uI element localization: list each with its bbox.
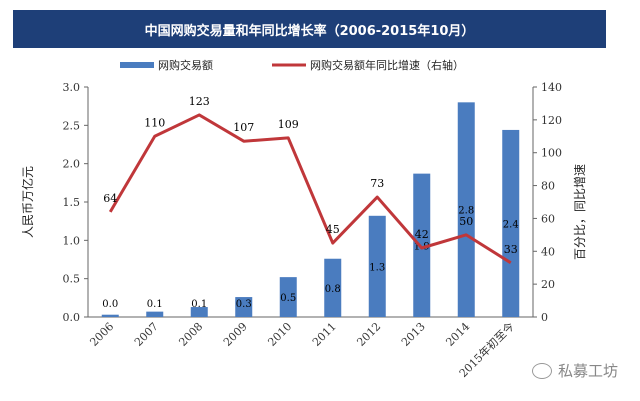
bar — [324, 258, 342, 317]
legend-swatch-bar — [120, 62, 154, 68]
bar-data-label: 0.0 — [102, 299, 118, 310]
bar-data-label: 2.8 — [458, 206, 474, 217]
left-tick-label: 2.0 — [63, 158, 81, 171]
bar — [190, 307, 208, 317]
right-tick-label: 40 — [541, 245, 555, 258]
bar — [413, 173, 431, 317]
bar — [279, 277, 297, 317]
x-tick-label: 2007 — [132, 320, 161, 349]
wechat-icon — [531, 362, 552, 379]
bar — [101, 314, 119, 317]
bar-data-label: 0.3 — [236, 299, 252, 310]
bar-data-label: 1.3 — [369, 262, 385, 273]
bar — [235, 297, 253, 317]
left-tick-label: 0.5 — [63, 273, 81, 286]
bar-data-label: 0.8 — [325, 284, 341, 295]
line-data-label: 33 — [504, 243, 518, 256]
line-data-label: 107 — [233, 121, 254, 134]
left-tick-label: 1.0 — [63, 234, 81, 247]
x-tick-label: 2009 — [221, 320, 250, 349]
chart-title: 中国网购交易量和年同比增长率（2006-2015年10月） — [13, 10, 606, 48]
bar — [457, 102, 475, 317]
left-tick-label: 0.0 — [63, 311, 81, 324]
right-tick-label: 140 — [541, 81, 562, 94]
bar-data-label: 2.4 — [503, 219, 519, 230]
line-data-label: 73 — [370, 177, 384, 190]
right-tick-label: 120 — [541, 114, 562, 127]
legend-label-line: 网购交易额年同比增速（右轴） — [310, 58, 464, 72]
right-tick-label: 80 — [541, 180, 555, 193]
right-tick-label: 20 — [541, 278, 555, 291]
x-tick-label: 2014 — [443, 320, 472, 349]
line-data-label: 123 — [189, 95, 210, 108]
bar-data-label: 0.1 — [191, 299, 207, 310]
bar — [502, 129, 520, 317]
bar-data-label: 0.1 — [147, 299, 163, 310]
line-data-label: 64 — [103, 192, 117, 205]
right-tick-label: 60 — [541, 212, 555, 225]
right-tick-label: 0 — [541, 311, 548, 324]
line-data-label: 109 — [278, 118, 299, 131]
bar — [146, 311, 164, 317]
x-tick-label: 2006 — [87, 320, 116, 349]
left-axis-title: 人民币万亿元 — [20, 166, 35, 238]
line-data-label: 110 — [144, 116, 165, 129]
x-tick-label: 2012 — [354, 320, 383, 349]
legend-label-bar: 网购交易额 — [158, 58, 213, 72]
bar-data-label: 0.5 — [280, 293, 296, 304]
x-tick-label: 2013 — [399, 320, 428, 349]
line-data-label: 45 — [326, 223, 340, 236]
bar — [368, 215, 386, 317]
right-axis-title: 百分比，同比增速 — [573, 164, 587, 260]
left-tick-label: 1.5 — [63, 196, 81, 209]
line-data-label: 42 — [415, 228, 429, 241]
line-data-label: 50 — [459, 215, 473, 228]
watermark: 私募工坊 — [531, 360, 618, 381]
watermark-text: 私募工坊 — [557, 362, 618, 380]
growth-line — [108, 113, 512, 265]
left-tick-label: 3.0 — [63, 81, 81, 94]
x-tick-label: 2008 — [176, 320, 205, 349]
left-tick-label: 2.5 — [63, 119, 81, 132]
x-tick-label: 2011 — [310, 320, 339, 349]
right-tick-label: 100 — [541, 147, 562, 160]
x-tick-label: 2010 — [265, 320, 294, 349]
